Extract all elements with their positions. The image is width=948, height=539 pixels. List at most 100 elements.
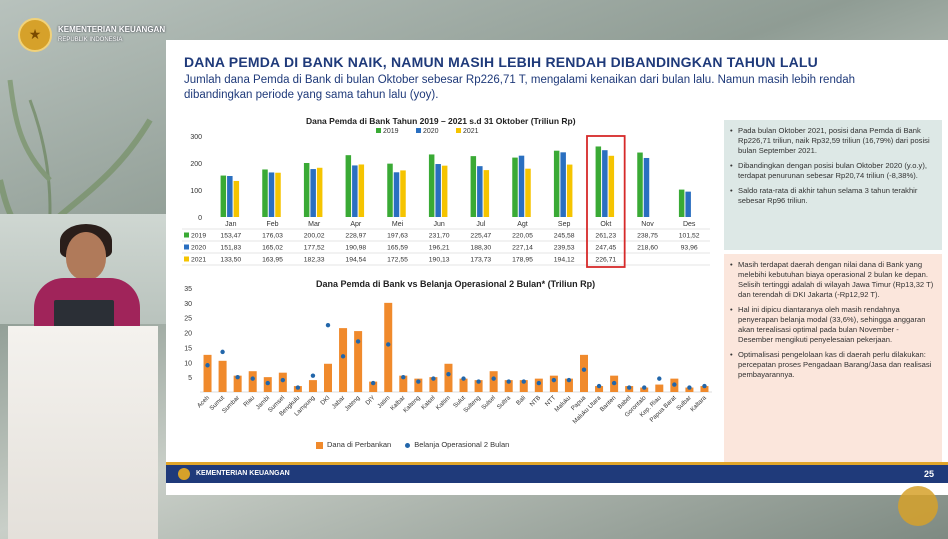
x-tick-label: Mei [392, 221, 404, 228]
bank-fund-bar [369, 381, 378, 392]
legend-swatch [416, 128, 421, 133]
bank-fund-bar [384, 302, 393, 392]
note-2-1: Masih terdapat daerah dengan nilai dana … [730, 260, 934, 300]
note-1-1: Pada bulan Oktober 2021, posisi dana Pem… [730, 126, 934, 156]
bank-fund-bar [308, 380, 317, 392]
operating-expense-dot [581, 367, 587, 372]
y-tick-label: 15 [184, 345, 192, 352]
y-tick-label: 10 [184, 360, 192, 367]
x-tick-label: Agt [517, 221, 528, 228]
bank-fund-bar [504, 380, 513, 392]
table-series-swatch [184, 244, 189, 250]
legend-bank-swatch [316, 441, 323, 449]
bank-fund-bar [549, 375, 558, 392]
note-1-3: Saldo rata-rata di akhir tahun selama 3 … [730, 186, 934, 206]
operating-expense-dot [340, 354, 346, 359]
footer-stripe [166, 462, 948, 465]
legend-belanja-swatch [405, 442, 411, 448]
x-tick-label: Jun [434, 221, 445, 228]
x-tick-label: Kaltara [689, 394, 708, 413]
slide-subtitle: Jumlah dana Pemda di Bank di bulan Oktob… [184, 74, 856, 101]
bar [566, 164, 573, 217]
slide-title: DANA PEMDA DI BANK NAIK, NAMUN MASIH LEB… [184, 54, 818, 70]
page-number: 25 [923, 469, 934, 479]
operating-expense-dot [250, 376, 255, 381]
bank-fund-bar [655, 384, 664, 392]
table-cell: 196,21 [429, 245, 450, 252]
bar [220, 175, 227, 217]
x-tick-label: Bali [515, 394, 527, 406]
operating-expense-dot [235, 374, 240, 380]
table-cell: 261,23 [595, 233, 616, 240]
bank-fund-bar [685, 387, 694, 392]
bank-fund-bar [489, 371, 498, 392]
operating-expense-dot [536, 380, 542, 386]
operating-expense-dot [220, 349, 225, 355]
bar [470, 156, 477, 217]
table-cell: 177,52 [304, 245, 325, 252]
bank-fund-bar [414, 378, 423, 392]
y-tick-label: 300 [190, 134, 202, 141]
bar [393, 172, 400, 217]
bank-fund-bar [248, 371, 257, 392]
bar [268, 172, 275, 217]
table-cell: 190,13 [429, 257, 450, 264]
x-tick-label: Kalteng [402, 394, 422, 414]
x-tick-label: Sultra [496, 394, 513, 411]
table-cell: 247,45 [595, 245, 616, 252]
x-tick-label: DKI [319, 394, 331, 406]
x-tick-label: Kalsel [420, 394, 437, 411]
bar [685, 191, 691, 217]
legend-belanja: Belanja Operasional 2 Bulan [405, 440, 509, 449]
bank-fund-bar [339, 328, 348, 392]
operating-expense-dot [355, 339, 361, 344]
bank-fund-bar [580, 354, 588, 392]
x-tick-label: Sulsel [480, 394, 497, 411]
table-cell: 194,12 [554, 257, 575, 264]
bar [387, 163, 393, 217]
operating-expense-dot [386, 342, 391, 347]
bar [441, 165, 448, 217]
x-tick-label: Sep [558, 221, 571, 228]
operating-expense-dot [295, 385, 301, 390]
table-cell: 226,71 [595, 257, 616, 264]
legend-swatch [456, 128, 461, 133]
bar [512, 157, 518, 217]
x-tick-label: Jul [476, 221, 485, 228]
table-cell: 220,05 [512, 233, 533, 240]
bank-fund-bar [474, 380, 483, 392]
bank-fund-bar [534, 378, 543, 392]
table-cell: 227,14 [512, 245, 533, 252]
bank-fund-bar [564, 378, 573, 392]
footer-org-name: KEMENTERIAN KEUANGAN [196, 470, 290, 477]
table-cell: 165,59 [387, 245, 408, 252]
table-cell: 151,83 [220, 245, 241, 252]
bank-fund-bar [700, 386, 709, 392]
operating-expense-dot [461, 376, 466, 381]
bar [525, 168, 531, 217]
bar [477, 166, 483, 217]
operating-expense-dot [672, 382, 677, 387]
note-2-2: Hal ini dipicu diantaranya oleh masih re… [730, 305, 934, 345]
table-cell: 200,02 [304, 233, 325, 240]
bank-fund-bar [233, 375, 242, 392]
table-cell: 238,75 [637, 233, 658, 240]
bar [602, 150, 608, 217]
table-cell: 194,54 [345, 257, 366, 264]
bar [608, 155, 615, 217]
bar [310, 169, 316, 217]
x-tick-label: DIY [364, 394, 376, 406]
bank-fund-bar [203, 354, 212, 392]
bar [435, 164, 441, 217]
operating-expense-dot [626, 385, 632, 390]
table-cell: 153,47 [220, 233, 241, 240]
x-tick-label: Nov [641, 221, 654, 228]
operating-expense-dot [596, 383, 602, 389]
bar [233, 180, 240, 217]
bar [227, 176, 233, 217]
operating-expense-dot [506, 379, 511, 384]
legend-label: 2020 [423, 128, 439, 135]
operating-expense-dot [642, 385, 647, 390]
chart1-title: Dana Pemda di Bank Tahun 2019 – 2021 s.d… [306, 116, 576, 126]
